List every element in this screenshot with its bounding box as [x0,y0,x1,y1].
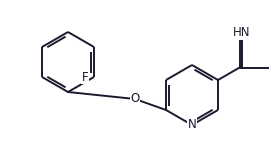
Text: HN: HN [233,26,250,39]
Text: N: N [188,118,196,132]
Text: F: F [82,71,88,83]
Text: O: O [130,93,140,105]
